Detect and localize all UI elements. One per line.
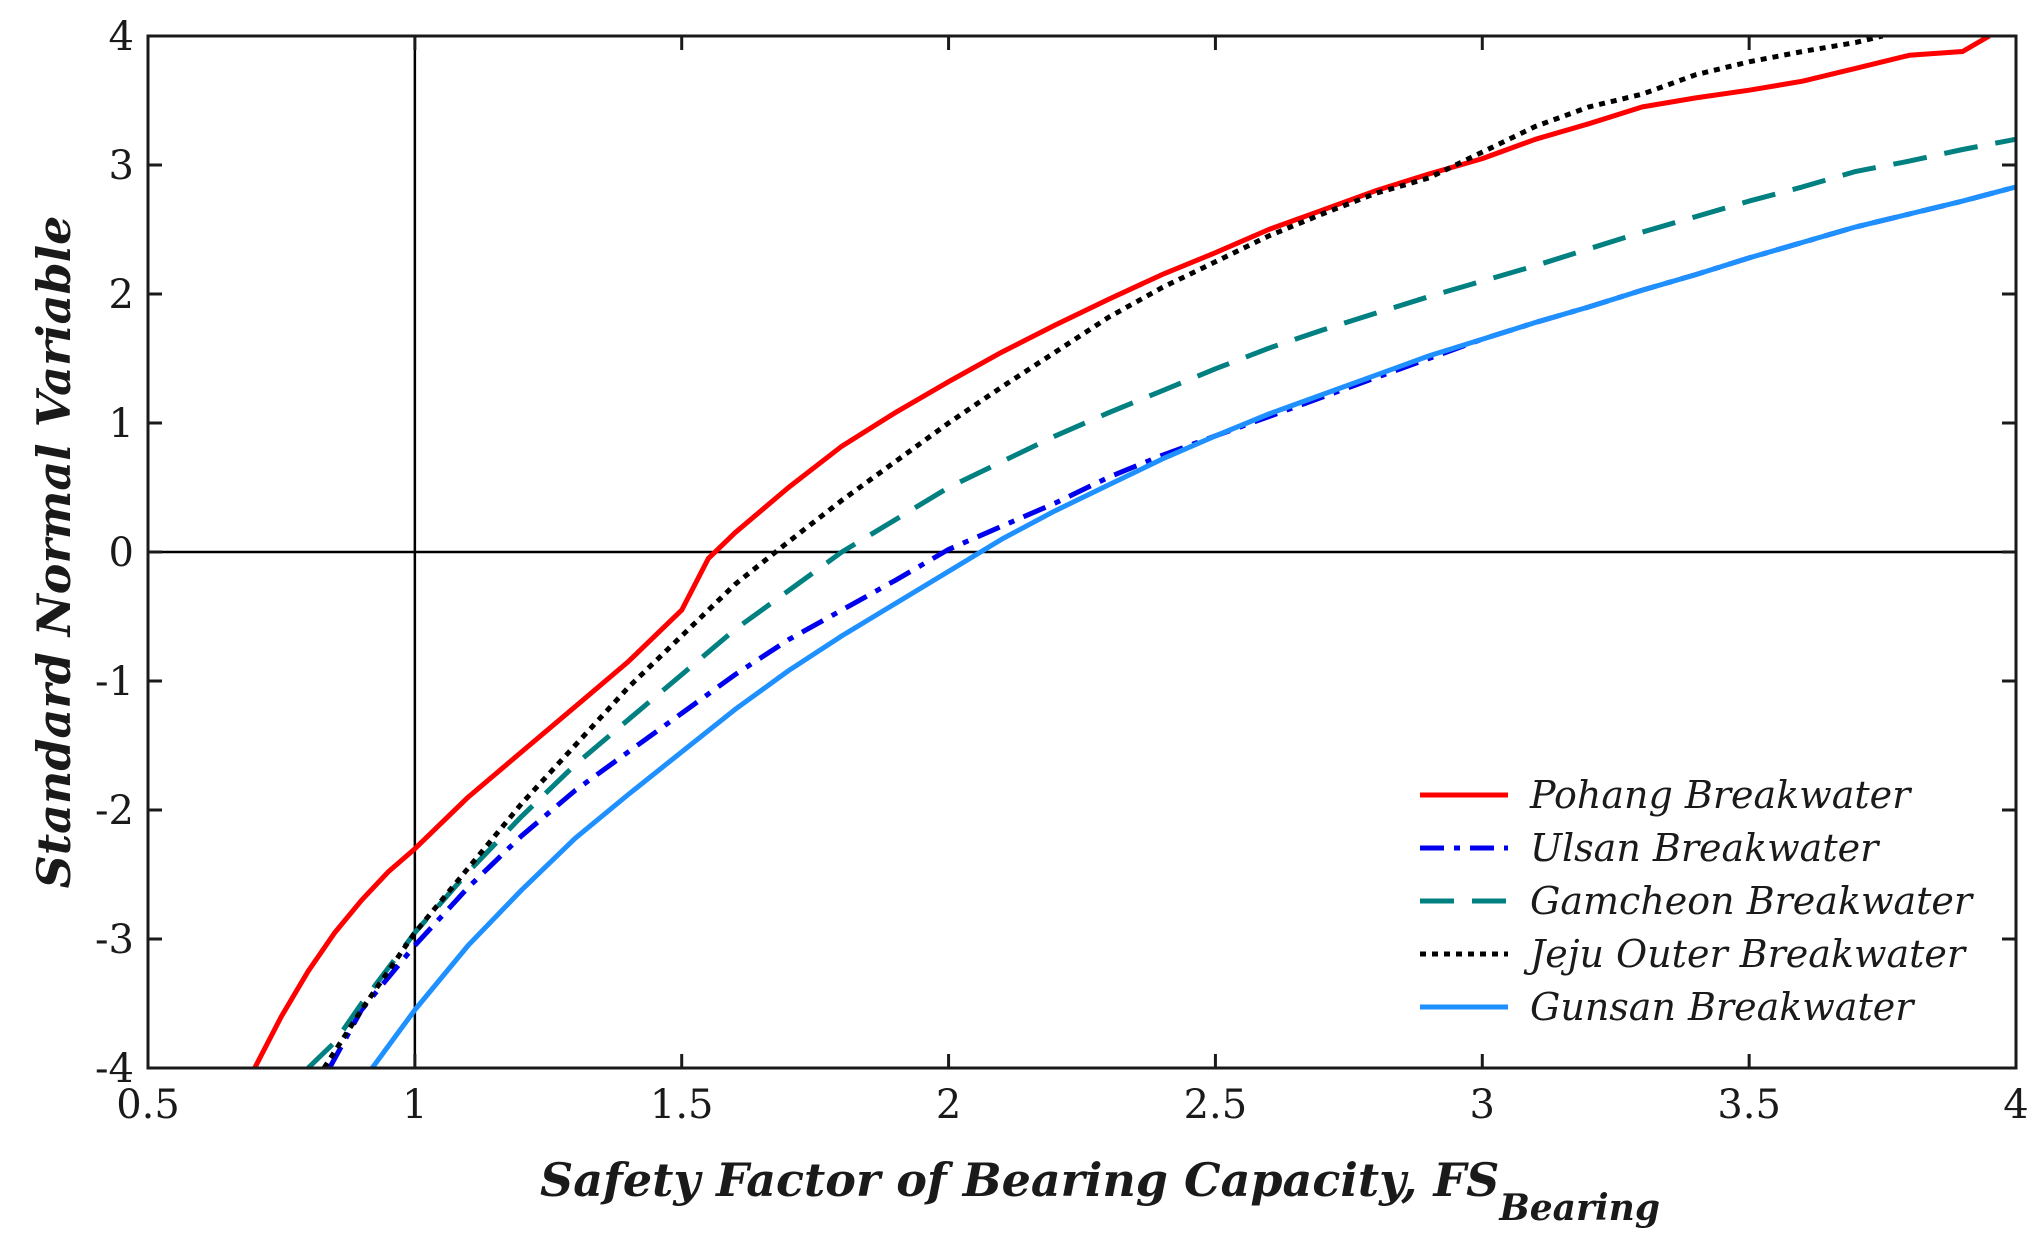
- series-line-pohang-breakwater: [252, 36, 1991, 1068]
- y-axis-tick-labels: -4 -3 -2 -1 0 1 2 3 4: [95, 14, 134, 1092]
- y-axis-ticks: [148, 34, 2016, 1070]
- series-line-gamcheon-breakwater: [306, 136, 2016, 1068]
- legend-label: Gamcheon Breakwater: [1530, 879, 1975, 923]
- y-tick-label: 1: [109, 401, 134, 447]
- y-axis-title: Standard Normal Variable: [27, 216, 81, 889]
- y-tick-label: -2: [95, 788, 134, 834]
- x-axis-ticks: [146, 36, 2018, 1068]
- series-line-gunsan-breakwater: [370, 184, 2016, 1068]
- legend-label: Gunsan Breakwater: [1530, 985, 1916, 1029]
- legend-label: Jeju Outer Breakwater: [1523, 932, 1968, 976]
- x-tick-label: 3.5: [1717, 1082, 1781, 1128]
- x-axis-title-main: Safety Factor of Bearing Capacity, FS: [540, 1153, 1499, 1207]
- x-tick-label: 2: [936, 1082, 961, 1128]
- x-tick-label: 3: [1470, 1082, 1495, 1128]
- x-axis-title: Safety Factor of Bearing Capacity, FSBea…: [540, 1153, 1660, 1229]
- y-tick-label: 0: [109, 530, 134, 576]
- y-tick-label: 2: [109, 272, 134, 318]
- reference-lines: [148, 36, 2016, 1068]
- x-tick-label: 2.5: [1184, 1082, 1248, 1128]
- legend-label: Ulsan Breakwater: [1530, 826, 1881, 870]
- x-axis-tick-labels: 0.5 1 1.5 2 2.5 3 3.5 4: [116, 1082, 2029, 1128]
- x-tick-label: 4: [2003, 1082, 2028, 1128]
- y-tick-label: -4: [95, 1046, 134, 1092]
- x-tick-label: 0.5: [116, 1082, 180, 1128]
- series-line-jeju-outer-breakwater: [321, 36, 1884, 1068]
- x-tick-label: 1.5: [650, 1082, 714, 1128]
- x-tick-label: 1: [402, 1082, 427, 1128]
- y-tick-label: 3: [109, 143, 134, 189]
- legend: Pohang Breakwater Ulsan Breakwater Gamcheo…: [1420, 773, 1975, 1029]
- y-tick-label: -1: [95, 659, 134, 705]
- series-layer: [252, 36, 2016, 1068]
- y-tick-label: -3: [95, 917, 134, 963]
- legend-label: Pohang Breakwater: [1529, 773, 1913, 817]
- x-axis-title-subscript: Bearing: [1498, 1187, 1660, 1229]
- y-tick-label: 4: [109, 14, 134, 60]
